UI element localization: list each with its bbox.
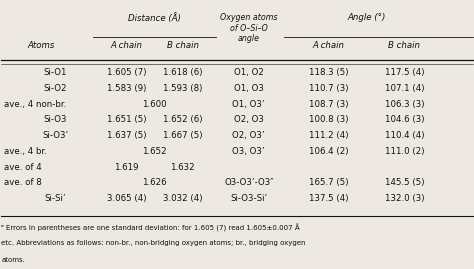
Text: 145.5 (5): 145.5 (5) <box>384 178 424 187</box>
Text: 104.6 (3): 104.6 (3) <box>384 115 424 125</box>
Text: B chain: B chain <box>388 41 420 50</box>
Text: 1.637 (5): 1.637 (5) <box>107 131 146 140</box>
Text: 106.4 (2): 106.4 (2) <box>309 147 349 156</box>
Text: O3-O3’-O3″: O3-O3’-O3″ <box>224 178 273 187</box>
Text: 107.1 (4): 107.1 (4) <box>384 84 424 93</box>
Text: Si-O2: Si-O2 <box>44 84 67 93</box>
Text: 111.0 (2): 111.0 (2) <box>384 147 424 156</box>
Text: 100.8 (3): 100.8 (3) <box>309 115 349 125</box>
Text: ave., 4 br.: ave., 4 br. <box>4 147 46 156</box>
Text: 1.600: 1.600 <box>142 100 167 109</box>
Text: etc. Abbreviations as follows: non-br., non-bridging oxygen atoms; br., bridging: etc. Abbreviations as follows: non-br., … <box>1 240 306 246</box>
Text: Si-O3’: Si-O3’ <box>43 131 69 140</box>
Text: Si-O3: Si-O3 <box>44 115 67 125</box>
Text: 1.593 (8): 1.593 (8) <box>163 84 202 93</box>
Text: 3.032 (4): 3.032 (4) <box>163 194 202 203</box>
Text: 118.3 (5): 118.3 (5) <box>309 68 349 77</box>
Text: O2, O3: O2, O3 <box>234 115 264 125</box>
Text: 1.632: 1.632 <box>171 163 195 172</box>
Text: 110.4 (4): 110.4 (4) <box>384 131 424 140</box>
Text: ᵃ Errors in parentheses are one standard deviation: for 1.605 (7) read 1.605±0.0: ᵃ Errors in parentheses are one standard… <box>1 224 300 232</box>
Text: 137.5 (4): 137.5 (4) <box>309 194 349 203</box>
Text: 1.618 (6): 1.618 (6) <box>163 68 202 77</box>
Text: 1.651 (5): 1.651 (5) <box>107 115 146 125</box>
Text: ave. of 4: ave. of 4 <box>4 163 42 172</box>
Text: 111.2 (4): 111.2 (4) <box>309 131 349 140</box>
Text: Si-O1: Si-O1 <box>44 68 67 77</box>
Text: O3, O3’: O3, O3’ <box>232 147 265 156</box>
Text: 108.7 (3): 108.7 (3) <box>309 100 349 109</box>
Text: 1.619: 1.619 <box>114 163 138 172</box>
Text: Atoms: Atoms <box>28 41 55 50</box>
Text: Angle (°): Angle (°) <box>347 13 386 22</box>
Text: Si-O3-Si’: Si-O3-Si’ <box>230 194 267 203</box>
Text: O1, O3: O1, O3 <box>234 84 264 93</box>
Text: Si-Si’: Si-Si’ <box>45 194 66 203</box>
Text: O1, O3’: O1, O3’ <box>232 100 265 109</box>
Text: 117.5 (4): 117.5 (4) <box>384 68 424 77</box>
Text: 132.0 (3): 132.0 (3) <box>384 194 424 203</box>
Text: O2, O3’: O2, O3’ <box>232 131 265 140</box>
Text: 3.065 (4): 3.065 (4) <box>107 194 146 203</box>
Text: O1, O2: O1, O2 <box>234 68 264 77</box>
Text: Oxygen atoms
of O–Si–O
angle: Oxygen atoms of O–Si–O angle <box>220 13 278 43</box>
Text: 110.7 (3): 110.7 (3) <box>309 84 349 93</box>
Text: 1.605 (7): 1.605 (7) <box>107 68 146 77</box>
Text: 1.667 (5): 1.667 (5) <box>163 131 202 140</box>
Text: 106.3 (3): 106.3 (3) <box>384 100 424 109</box>
Text: atoms.: atoms. <box>1 257 25 263</box>
Text: 165.7 (5): 165.7 (5) <box>309 178 349 187</box>
Text: A chain: A chain <box>313 41 345 50</box>
Text: ave., 4 non-br.: ave., 4 non-br. <box>4 100 66 109</box>
Text: 1.652 (6): 1.652 (6) <box>163 115 202 125</box>
Text: B chain: B chain <box>167 41 199 50</box>
Text: 1.652: 1.652 <box>142 147 167 156</box>
Text: ave. of 8: ave. of 8 <box>4 178 42 187</box>
Text: A chain: A chain <box>110 41 142 50</box>
Text: 1.626: 1.626 <box>142 178 167 187</box>
Text: Distance (Å): Distance (Å) <box>128 13 181 23</box>
Text: 1.583 (9): 1.583 (9) <box>107 84 146 93</box>
